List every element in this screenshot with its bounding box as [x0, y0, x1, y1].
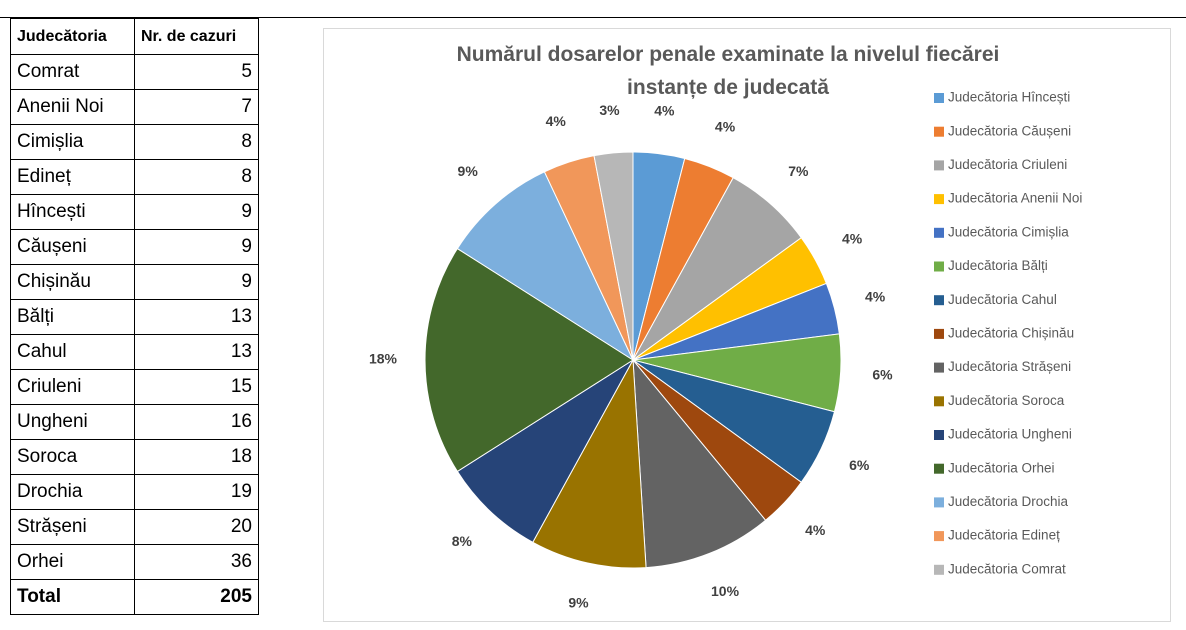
table-row: Strășeni 20 [10, 509, 259, 545]
header-row: Judecătoria Nr. de cazuri [10, 18, 259, 55]
legend-swatch [934, 497, 944, 508]
court-cell: Total [10, 579, 135, 615]
header-cell: Nr. de cazuri [134, 18, 259, 55]
chart-title: Numărul dosarelor penale examinate la ni… [456, 43, 1000, 99]
pie-slice [424, 247, 634, 473]
table-row: Bălți 13 [10, 299, 259, 335]
data-label: 4% [842, 230, 863, 246]
count-cell: 15 [134, 369, 259, 405]
data-label: 4% [865, 289, 886, 305]
legend-swatch [934, 328, 944, 339]
legend-label: Judecătoria Cimișlia [948, 224, 1069, 239]
legend-label: Judecătoria Criuleni [948, 157, 1067, 172]
data-label: 6% [849, 457, 870, 473]
count-cell: 8 [134, 124, 259, 160]
legend-label: Judecătoria Chișinău [948, 325, 1074, 340]
pie-slice [593, 151, 634, 361]
table-row: Soroca 18 [10, 439, 259, 475]
table-row: Chișinău 9 [10, 264, 259, 300]
count-cell: 205 [134, 579, 259, 615]
pie-slice [456, 171, 635, 362]
data-label: 4% [805, 522, 826, 538]
data-label: 3% [599, 102, 620, 118]
court-cell: Soroca [10, 439, 135, 475]
legend-label: Judecătoria Hîncești [948, 90, 1070, 105]
legend-swatch [934, 227, 944, 238]
table: Judecătoria Nr. de cazuri Comrat 5 Anenii … [10, 18, 259, 615]
legend-swatch [934, 564, 944, 575]
table-row: Total 205 [10, 579, 259, 615]
legend-label: Judecătoria Orhei [948, 460, 1055, 475]
pie-slice [632, 358, 767, 569]
pie-slice [456, 359, 634, 543]
legend-swatch [934, 396, 944, 407]
data-label: 8% [452, 533, 473, 549]
count-cell: 13 [134, 299, 259, 335]
count-cell: 7 [134, 89, 259, 125]
legend-label: Judecătoria Strășeni [948, 359, 1071, 374]
court-cell: Comrat [10, 54, 135, 90]
table-row: Cimișlia 8 [10, 124, 259, 160]
legend-swatch [934, 531, 944, 542]
count-cell: 20 [134, 509, 259, 545]
legend-label: Judecătoria Bălți [948, 258, 1048, 273]
court-cell: Căușeni [10, 229, 135, 265]
legend-label: Judecătoria Căușeni [948, 123, 1071, 138]
data-label: 4% [654, 103, 675, 119]
data-label: 7% [788, 163, 809, 179]
data-label: 9% [568, 595, 589, 611]
court-cell: Cimișlia [10, 124, 135, 160]
legend-swatch [934, 430, 944, 440]
top-rule [0, 17, 1186, 18]
court-cell: Hîncești [10, 194, 135, 230]
legend-label: Judecătoria Cahul [948, 292, 1057, 307]
legend-swatch [934, 93, 944, 103]
legend-swatch [934, 261, 944, 272]
legend-swatch [934, 194, 944, 205]
court-cell: Cahul [10, 334, 135, 370]
legend-swatch [934, 126, 944, 137]
legend-swatch [934, 295, 944, 306]
chart-area [323, 28, 1171, 622]
count-cell: 13 [134, 334, 259, 370]
count-cell: 5 [134, 54, 259, 90]
table-row: Anenii Noi 7 [10, 89, 259, 125]
table-row: Ungheni 16 [10, 404, 259, 440]
table-row: Hîncești 9 [10, 194, 259, 230]
legend-swatch [934, 160, 944, 171]
data-label: 18% [369, 351, 398, 367]
legend-label: Judecătoria Edineț [948, 528, 1060, 543]
count-cell: 8 [134, 159, 259, 195]
court-cell: Orhei [10, 544, 135, 580]
legend-label: Judecătoria Ungheni [948, 427, 1072, 442]
legend-label: Judecătoria Anenii Noi [948, 191, 1082, 206]
court-cell: Strășeni [10, 509, 135, 545]
data-label: 6% [872, 366, 893, 382]
count-cell: 9 [134, 194, 259, 230]
table-row: Criuleni 15 [10, 369, 259, 405]
legend-swatch [934, 362, 944, 373]
data-label: 10% [711, 583, 740, 599]
court-cell: Chișinău [10, 264, 135, 300]
header-cell: Judecătoria [10, 18, 135, 55]
data-label: 4% [715, 118, 736, 134]
table-row: Edineț 8 [10, 159, 259, 195]
legend-label: Judecătoria Comrat [948, 561, 1066, 576]
data-label: 4% [546, 113, 567, 129]
legend-swatch [934, 463, 944, 474]
table-row: Comrat 5 [10, 54, 259, 90]
table-row: Cahul 13 [10, 334, 259, 370]
legend-label: Judecătoria Drochia [948, 494, 1069, 509]
legend-label: Judecătoria Soroca [948, 393, 1065, 408]
data-label: 9% [458, 163, 479, 179]
count-cell: 16 [134, 404, 259, 440]
court-cell: Anenii Noi [10, 89, 135, 125]
pie-slice [532, 358, 647, 569]
